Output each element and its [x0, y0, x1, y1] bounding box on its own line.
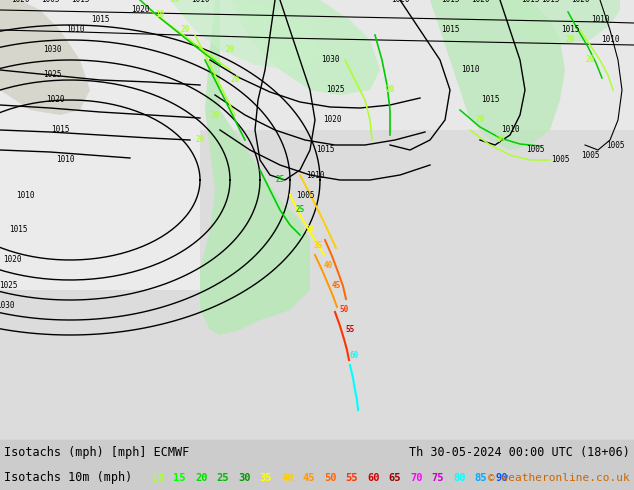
Text: 1005: 1005 [41, 0, 59, 4]
Text: 20: 20 [476, 116, 484, 124]
Text: Isotachs 10m (mph): Isotachs 10m (mph) [4, 471, 133, 484]
Polygon shape [200, 0, 634, 130]
Text: 1010: 1010 [191, 0, 209, 4]
Text: 20: 20 [171, 0, 179, 4]
Polygon shape [170, 0, 320, 70]
Text: Th 30-05-2024 00:00 UTC (18+06): Th 30-05-2024 00:00 UTC (18+06) [409, 446, 630, 459]
Text: 1030: 1030 [0, 300, 14, 310]
Text: 40: 40 [323, 261, 333, 270]
Text: 1010: 1010 [501, 125, 519, 134]
Text: 1020: 1020 [11, 0, 29, 4]
Text: 20: 20 [385, 85, 394, 95]
Text: 1010: 1010 [56, 155, 74, 165]
Text: 30: 30 [306, 225, 314, 235]
Text: 1005: 1005 [295, 191, 314, 199]
Text: 25: 25 [295, 205, 304, 215]
Text: 50: 50 [324, 472, 337, 483]
Polygon shape [0, 0, 200, 290]
Text: 1020: 1020 [471, 0, 489, 4]
Text: 1020: 1020 [131, 5, 149, 15]
Polygon shape [230, 0, 380, 95]
Text: 1005: 1005 [581, 150, 599, 160]
Text: 1010: 1010 [461, 66, 479, 74]
Text: 1015: 1015 [521, 0, 540, 4]
Text: Isotachs (mph) [mph] ECMWF: Isotachs (mph) [mph] ECMWF [4, 446, 190, 459]
Text: © weatheronline.co.uk: © weatheronline.co.uk [488, 472, 630, 483]
Text: 20: 20 [566, 35, 574, 45]
Text: 80: 80 [453, 472, 465, 483]
Text: 1010: 1010 [591, 16, 609, 24]
Text: 30: 30 [238, 472, 250, 483]
Text: 1010: 1010 [601, 35, 619, 45]
Text: 25: 25 [275, 175, 285, 185]
Text: 20: 20 [230, 75, 240, 84]
Text: 1010: 1010 [16, 191, 34, 199]
Text: 60: 60 [367, 472, 380, 483]
Text: 55: 55 [346, 325, 354, 335]
Polygon shape [200, 0, 310, 335]
Text: 1025: 1025 [0, 280, 17, 290]
Text: 1025: 1025 [42, 71, 61, 79]
Text: 1020: 1020 [391, 0, 410, 4]
Text: 1005: 1005 [526, 146, 544, 154]
Text: 15: 15 [174, 472, 186, 483]
Text: 40: 40 [281, 472, 294, 483]
Text: 20: 20 [195, 472, 207, 483]
Text: 1030: 1030 [321, 55, 339, 65]
Text: 1020: 1020 [46, 96, 64, 104]
Text: 1015: 1015 [51, 125, 69, 134]
Text: 20: 20 [495, 136, 505, 145]
Text: 1015: 1015 [71, 0, 89, 4]
Text: 1015: 1015 [481, 96, 499, 104]
Text: 65: 65 [389, 472, 401, 483]
Text: 20: 20 [585, 55, 595, 65]
Text: 75: 75 [432, 472, 444, 483]
Polygon shape [490, 0, 620, 45]
Bar [0, 0, 634, 440]
Text: 1025: 1025 [326, 85, 344, 95]
Text: 1015: 1015 [9, 225, 27, 235]
Text: 50: 50 [339, 305, 349, 315]
Text: 1010: 1010 [306, 171, 324, 179]
Text: 1020: 1020 [3, 255, 22, 265]
Polygon shape [0, 0, 90, 115]
Text: 1015: 1015 [441, 0, 459, 4]
Text: 1015: 1015 [91, 16, 109, 24]
Text: 1015: 1015 [541, 0, 559, 4]
Text: 1020: 1020 [323, 116, 341, 124]
Text: 20: 20 [225, 46, 235, 54]
Text: 20: 20 [181, 25, 190, 34]
Text: 70: 70 [410, 472, 422, 483]
Text: 90: 90 [496, 472, 508, 483]
Polygon shape [430, 0, 565, 150]
Text: 25: 25 [216, 472, 229, 483]
Text: 20: 20 [210, 111, 219, 120]
Text: 20: 20 [195, 136, 205, 145]
Text: 35: 35 [259, 472, 272, 483]
Text: 1015: 1015 [560, 25, 579, 34]
Text: 35: 35 [313, 241, 323, 249]
Text: 45: 45 [332, 280, 340, 290]
Text: 10: 10 [152, 472, 164, 483]
Text: 10: 10 [155, 10, 165, 20]
Text: 1030: 1030 [42, 46, 61, 54]
Text: 55: 55 [346, 472, 358, 483]
Text: 1020: 1020 [571, 0, 589, 4]
Text: 1015: 1015 [316, 146, 334, 154]
Text: 1015: 1015 [441, 25, 459, 34]
Bar [0, 0, 634, 440]
Text: 1005: 1005 [605, 141, 624, 149]
Text: 1010: 1010 [66, 25, 84, 34]
Bar [0, 465, 634, 490]
Text: 45: 45 [302, 472, 315, 483]
Text: 1005: 1005 [551, 155, 569, 165]
Text: 60: 60 [349, 350, 359, 360]
Text: 85: 85 [474, 472, 487, 483]
Bar [0, 440, 634, 465]
